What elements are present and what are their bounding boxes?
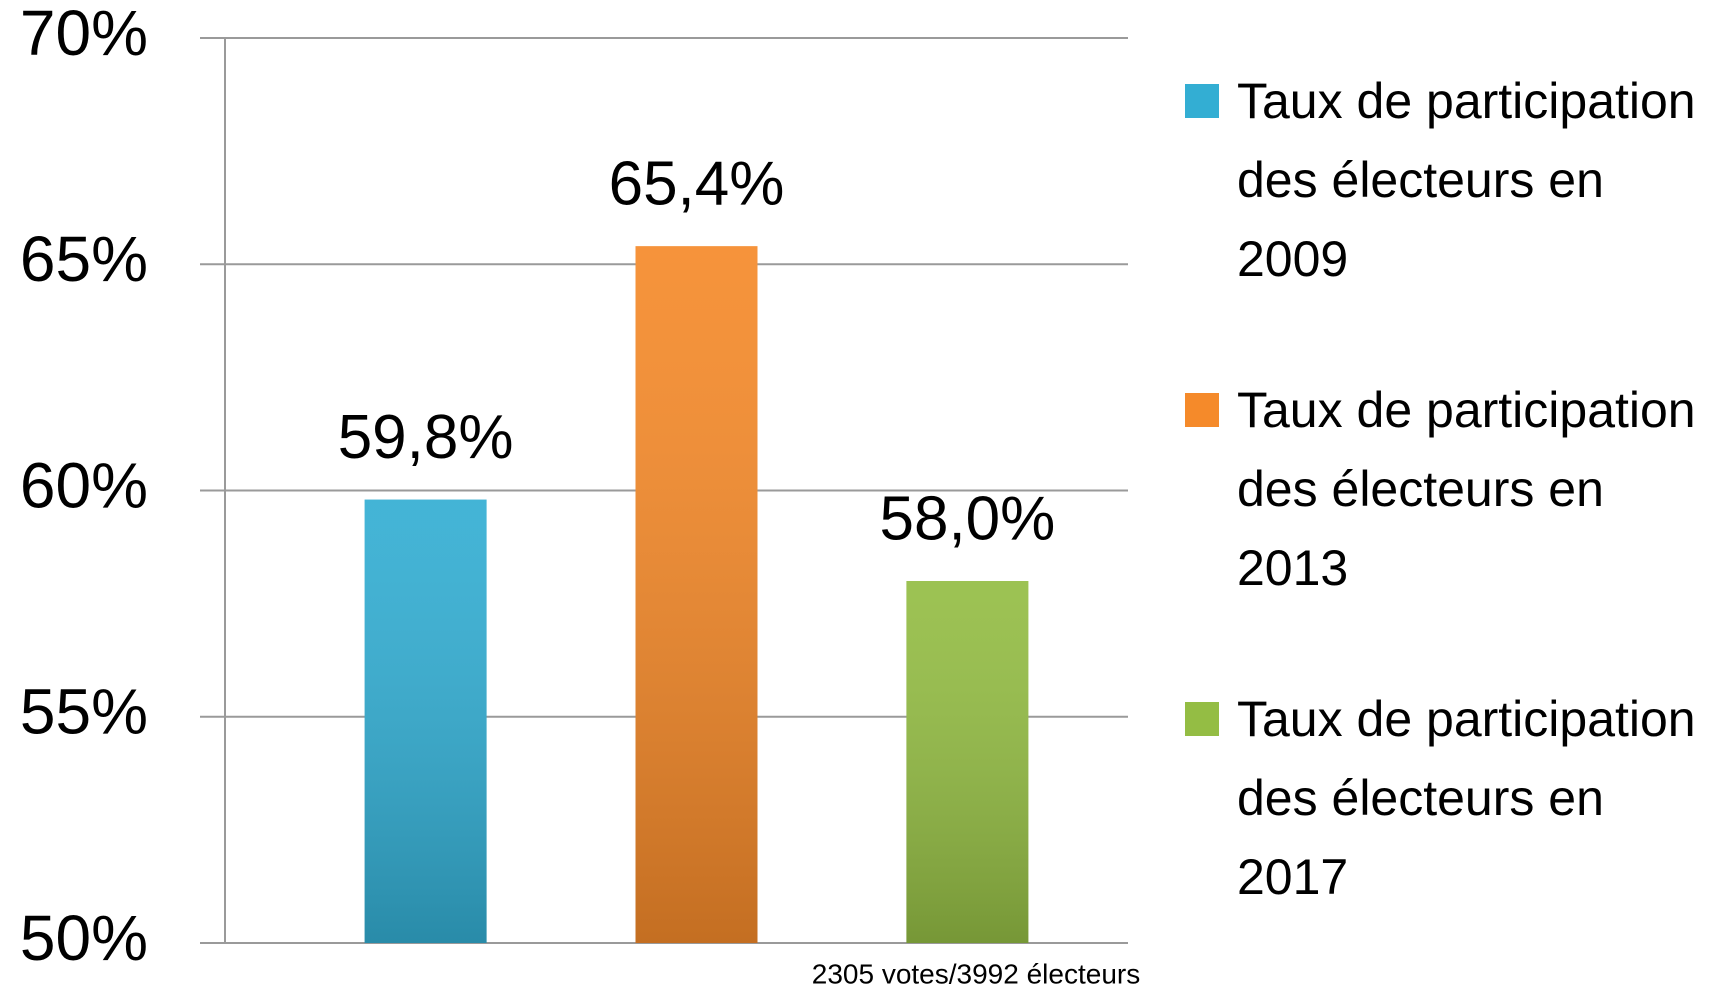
bar-shading bbox=[906, 581, 1029, 943]
legend-label: Taux de participation des électeurs en 2… bbox=[1237, 691, 1696, 905]
data-label: 59,8% bbox=[338, 403, 514, 472]
y-tick-label: 70% bbox=[20, 0, 148, 69]
y-tick-label: 55% bbox=[20, 676, 148, 748]
y-tick-label: 60% bbox=[20, 449, 148, 521]
annotation: 2305 votes/3992 électeurs bbox=[812, 958, 1140, 987]
bar-shading bbox=[364, 499, 487, 943]
legend-swatch bbox=[1185, 393, 1219, 427]
y-tick-label: 65% bbox=[20, 223, 148, 295]
legend-label: Taux de participation des électeurs en 2… bbox=[1237, 382, 1696, 596]
data-label: 65,4% bbox=[609, 150, 785, 219]
bar-shading bbox=[635, 246, 758, 943]
data-label: 58,0% bbox=[879, 484, 1055, 553]
legend-label: Taux de participation des électeurs en 2… bbox=[1237, 73, 1696, 287]
y-tick-label: 50% bbox=[20, 902, 148, 974]
legend-swatch bbox=[1185, 84, 1219, 118]
legend-swatch bbox=[1185, 702, 1219, 736]
